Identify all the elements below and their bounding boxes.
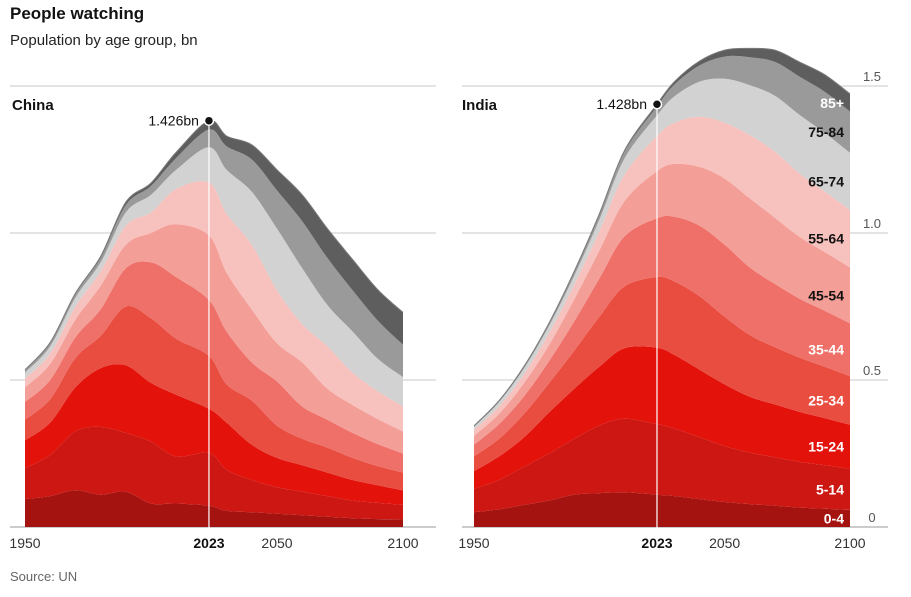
chart-subtitle: Population by age group, bn [10, 32, 198, 49]
band-china-55-64 [25, 180, 403, 432]
y-tick-label: 0.5 [863, 363, 881, 378]
band-india-25-34 [474, 276, 850, 472]
band-china-85-plus [25, 120, 403, 371]
band-label-25-34: 25-34 [808, 392, 844, 408]
peak-marker-india [651, 98, 663, 110]
band-china-5-14 [25, 426, 403, 520]
panel-title-china: China [12, 97, 54, 114]
y-tick-label: 1.5 [863, 69, 881, 84]
band-india-45-54 [474, 163, 850, 445]
band-label-5-14: 5-14 [816, 481, 844, 497]
band-india-5-14 [474, 418, 850, 513]
band-india-55-64 [474, 116, 850, 436]
x-tick-label: 2023 [193, 535, 224, 551]
y-axis: 0 0.5 1.0 1.5 [863, 69, 881, 525]
source-note: Source: UN [10, 569, 78, 584]
band-china-65-74 [25, 147, 403, 407]
panel-title-india: India [462, 97, 498, 114]
x-tick-label: 2023 [641, 535, 672, 551]
panel-india: 1.428bn India 1950 2023 2050 2100 0-4 5-14 15-24… [458, 47, 866, 551]
chart-title: People watching [10, 4, 145, 23]
peak-marker-china [203, 115, 215, 126]
y-tick-label: 1.0 [863, 216, 881, 231]
band-china-45-54 [25, 224, 403, 454]
band-label-65-74: 65-74 [808, 173, 844, 189]
band-china-25-34 [25, 305, 403, 491]
x-tick-label: 2050 [261, 535, 292, 551]
panel-china: 1.426bn China 1950 2023 2050 2100 [9, 97, 418, 551]
band-label-85-plus: 85+ [820, 95, 844, 111]
total-outline-india [473, 47, 851, 427]
x-tick-label: 2100 [834, 535, 865, 551]
population-chart: 1.426bn China 1950 2023 2050 2100 1.428bn Indi… [9, 47, 888, 551]
x-tick-label: 1950 [9, 535, 40, 551]
band-label-15-24: 15-24 [808, 439, 844, 455]
band-china-35-44 [25, 261, 403, 473]
band-india-75-84 [474, 55, 850, 428]
y-tick-label: 0 [868, 510, 875, 525]
total-outline-china [24, 119, 404, 371]
x-tick-label: 1950 [458, 535, 489, 551]
x-tick-label: 2100 [387, 535, 418, 551]
band-label-35-44: 35-44 [808, 342, 844, 358]
band-india-0-4 [474, 492, 850, 527]
band-label-0-4: 0-4 [824, 510, 844, 526]
band-india-15-24 [474, 346, 850, 489]
peak-label-india: 1.428bn [596, 96, 647, 112]
band-china-0-4 [25, 490, 403, 527]
band-label-75-84: 75-84 [808, 124, 844, 140]
peak-label-china: 1.426bn [148, 113, 199, 129]
band-china-15-24 [25, 364, 403, 505]
band-label-45-54: 45-54 [808, 287, 844, 303]
band-label-55-64: 55-64 [808, 231, 844, 247]
band-india-35-44 [474, 215, 850, 457]
x-tick-label: 2050 [709, 535, 740, 551]
